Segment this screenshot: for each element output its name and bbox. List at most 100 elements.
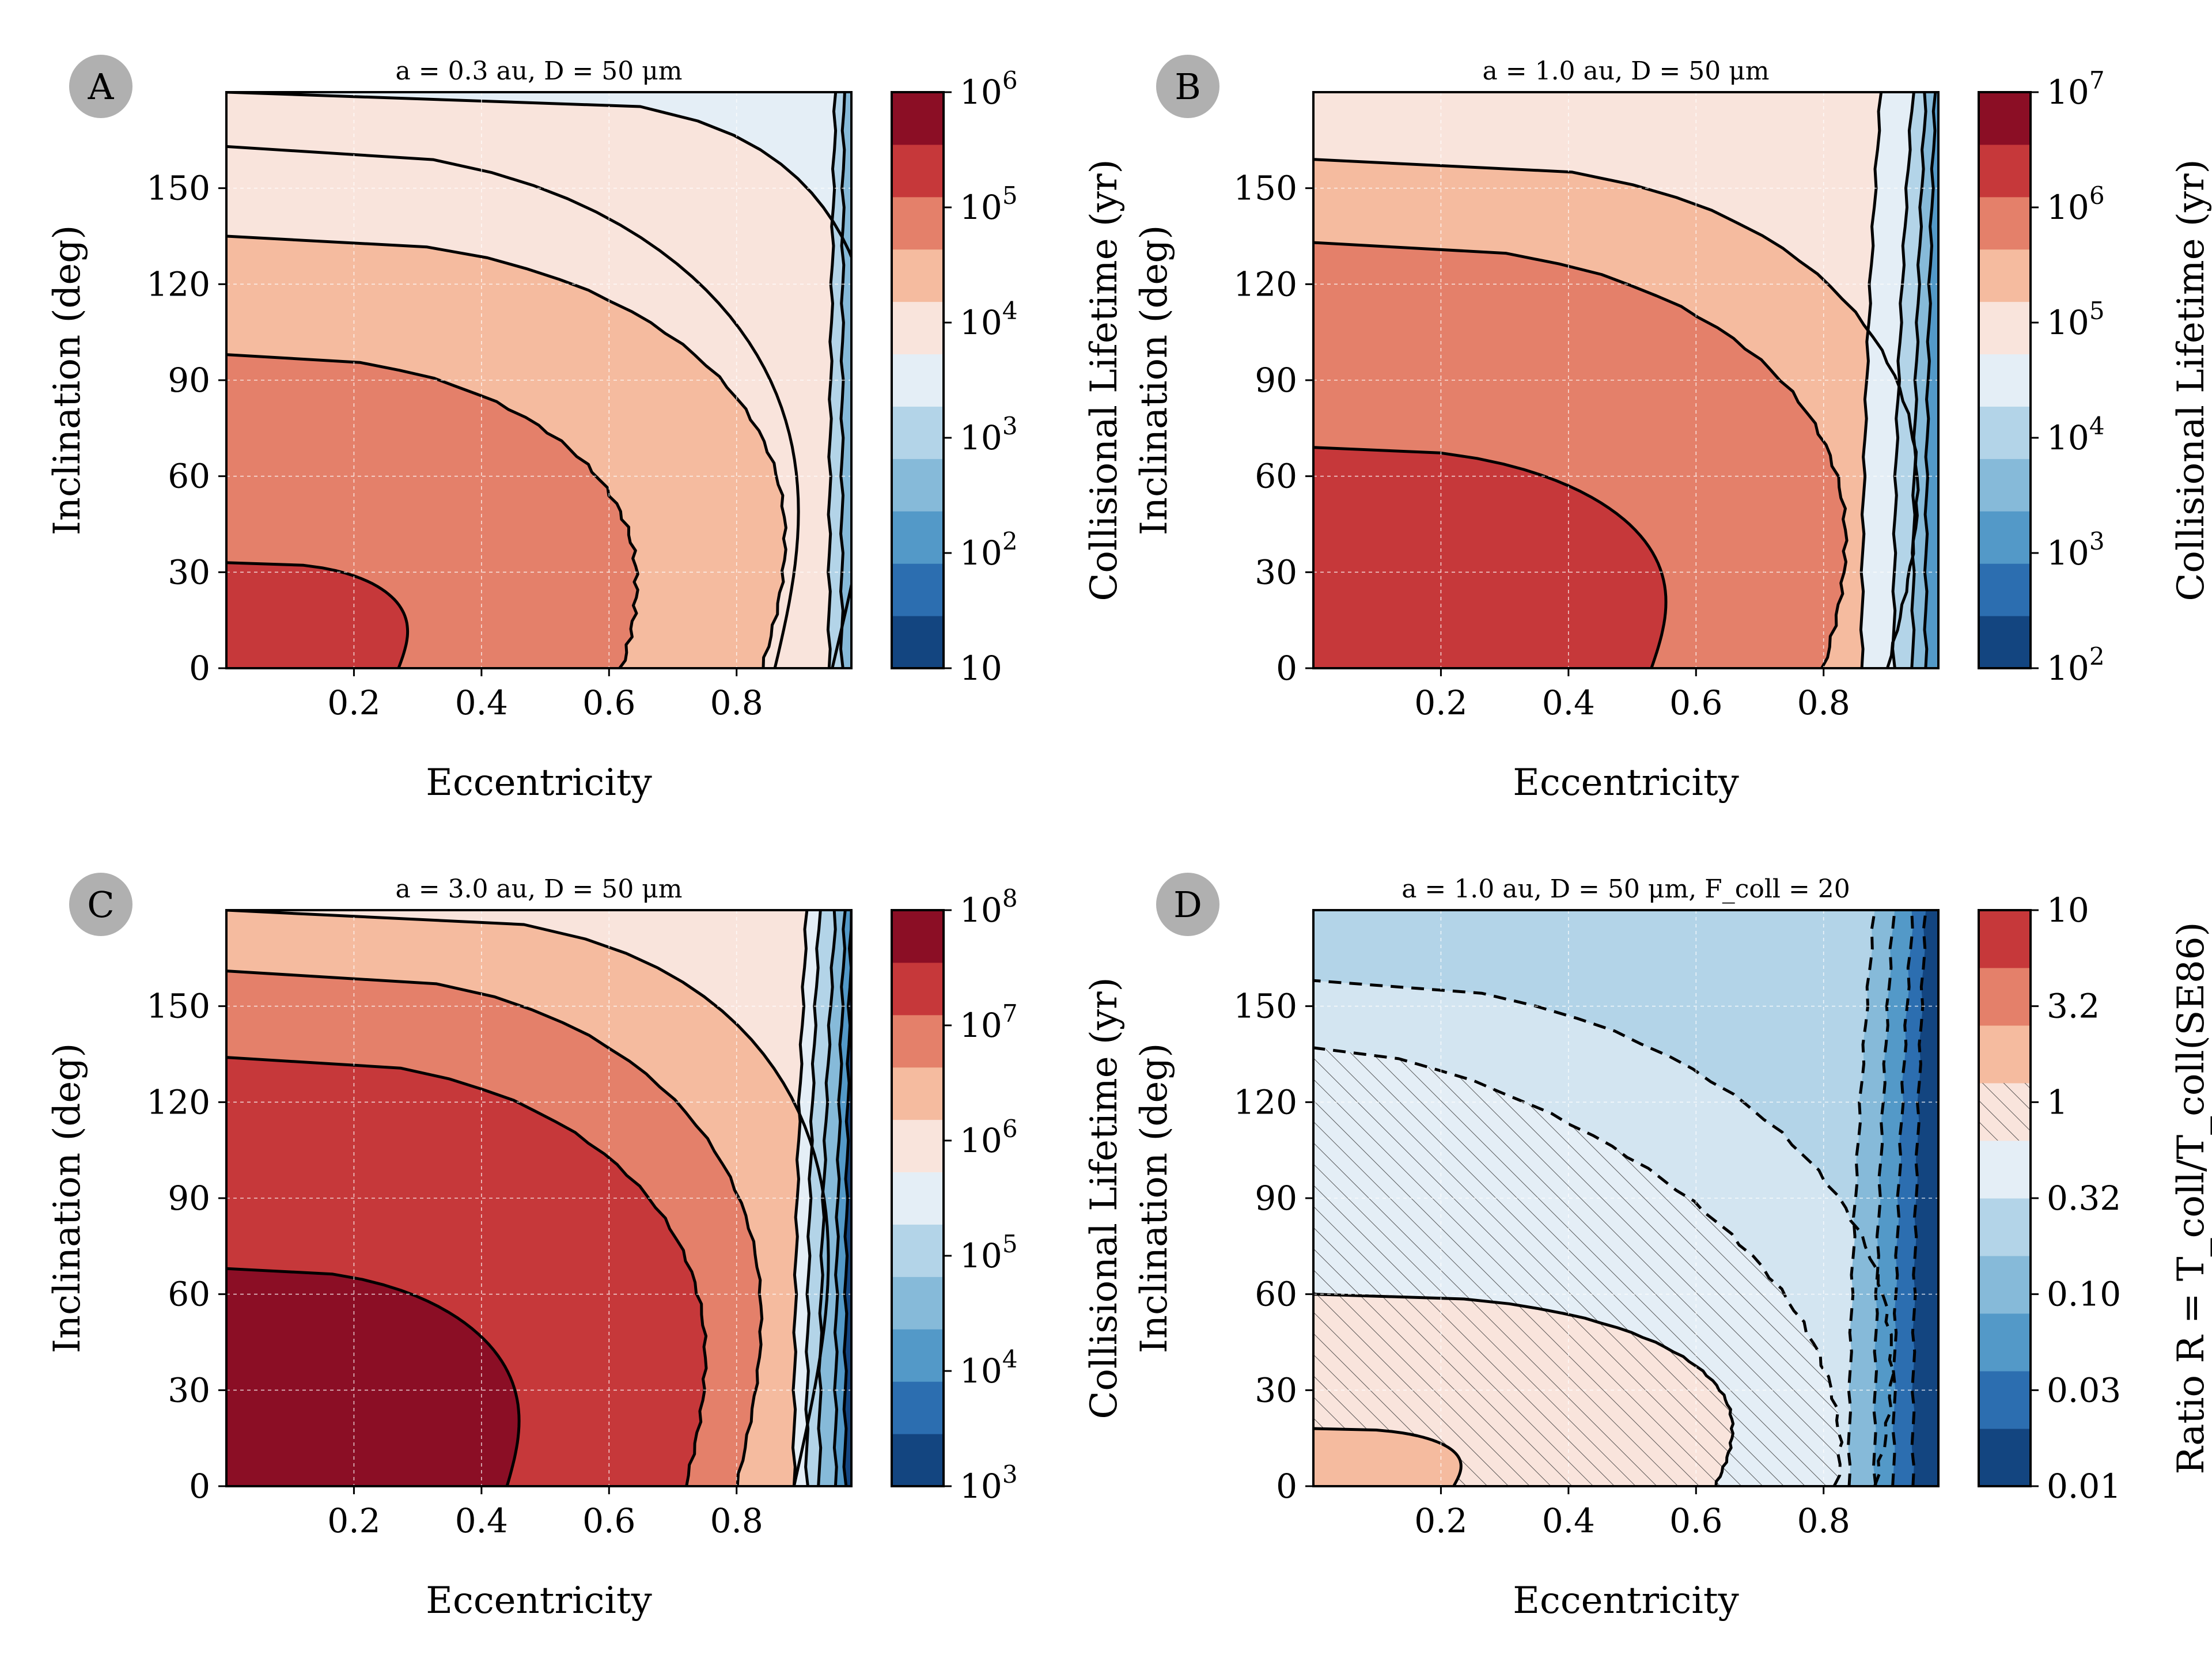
panel-letter: B: [1175, 66, 1201, 108]
x-tick-label: 0.6: [1669, 683, 1722, 722]
colorbar-tick-label: 10: [960, 649, 1002, 688]
contour-line: [1891, 910, 1914, 1486]
colorbar-segment: [892, 1067, 944, 1120]
y-tick-label: 90: [168, 1179, 210, 1218]
y-tick-label: 90: [1255, 1179, 1297, 1218]
colorbar-segment: [892, 459, 944, 512]
contour-line: [226, 561, 410, 668]
y-tick-label: 30: [168, 1370, 210, 1410]
colorbar-segment: [892, 249, 944, 302]
contour-line: [1872, 910, 1896, 1486]
y-tick-label: 60: [1255, 457, 1297, 496]
panel-letter: C: [87, 884, 114, 926]
colorbar-segment: [1979, 968, 2031, 1026]
colorbar-segment: [892, 1329, 944, 1382]
colorbar-tick-label: 106: [2047, 181, 2105, 227]
colorbar: 0.01 0.03 0.10 0.32 1 3.2 10 Ratio R = T_coll/T…: [1978, 891, 2212, 1506]
colorbar-segment: [1979, 1371, 2031, 1429]
y-tick-label: 120: [1233, 1082, 1297, 1122]
x-tick-label: 0.6: [582, 1501, 635, 1540]
contour-plot-area: [226, 92, 851, 668]
colorbar-segment: [892, 301, 944, 355]
x-tick-label: 0.8: [710, 683, 763, 722]
colorbar-segment: [1979, 1313, 2031, 1372]
x-axis-label: Eccentricity: [426, 1580, 652, 1622]
colorbar-tick-label: 103: [960, 412, 1018, 457]
contour-line: [1313, 979, 1896, 1486]
y-tick-label: 30: [1255, 552, 1297, 592]
colorbar-segment: [1979, 1256, 2031, 1314]
contour-line: [842, 910, 851, 1486]
colorbar-label: Ratio R = T_coll/T_coll(SE86): [2170, 922, 2212, 1475]
colorbar-tick-label: 0.01: [2047, 1467, 2121, 1506]
y-tick-label: 0: [189, 649, 210, 688]
x-tick-label: 0.2: [1414, 683, 1467, 722]
y-tick-label: 120: [146, 1082, 210, 1122]
colorbar-segment: [892, 196, 944, 250]
contour-line: [1313, 1427, 1463, 1486]
panel-letter-badge: [69, 873, 132, 936]
y-tick-label: 30: [1255, 1370, 1297, 1410]
x-tick-label: 0.2: [327, 683, 380, 722]
contour-region: [1313, 447, 1666, 668]
colorbar-segment: [1979, 196, 2031, 250]
x-tick-label: 0.2: [327, 1501, 380, 1540]
colorbar-frame: [1978, 91, 2032, 669]
panel-letter-badge: [1156, 55, 1219, 118]
x-axis-label: Eccentricity: [1513, 1580, 1738, 1622]
colorbar-label: Collisional Lifetime (yr): [1083, 159, 1126, 601]
y-tick-label: 30: [168, 552, 210, 592]
panel-letter-badge: [1156, 873, 1219, 936]
y-tick-label: 120: [146, 264, 210, 304]
colorbar-tick-label: 104: [2047, 412, 2105, 457]
colorbar-tick-label: 0.03: [2047, 1370, 2121, 1410]
colorbar-tick-label: 107: [960, 999, 1018, 1045]
colorbar-hatch: [1979, 1083, 2031, 1141]
y-tick-label: 60: [1255, 1275, 1297, 1314]
colorbar-segment: [1979, 92, 2031, 145]
colorbar-segment: [892, 563, 944, 616]
x-tick-label: 0.4: [455, 1501, 508, 1540]
colorbar-segment: [1979, 249, 2031, 302]
colorbar-tick-label: 104: [960, 297, 1018, 342]
colorbar-tick-label: 103: [2047, 527, 2105, 573]
contour-line: [226, 234, 787, 668]
panel-title: a = 3.0 au, D = 50 μm: [396, 874, 683, 904]
colorbar-segment: [1979, 354, 2031, 407]
colorbar-label: Collisional Lifetime (yr): [2170, 159, 2212, 601]
contour-region: [226, 562, 408, 668]
y-tick-label: 90: [1255, 361, 1297, 400]
colorbar-segment: [892, 92, 944, 145]
x-tick-label: 0.4: [1542, 683, 1595, 722]
panel-d: 0.2 0.4 0.6 0.8 0 30 60 90 120 150 Eccentricity Inc…: [1133, 873, 2212, 1622]
colorbar-tick-label: 105: [960, 181, 1018, 227]
panel-c: 0.2 0.4 0.6 0.8 0 30 60 90 120 150 Eccentricity Inc…: [46, 873, 1126, 1622]
colorbar: 10 102 103 104 105 106 Collisional Lifetime (y…: [891, 66, 1126, 688]
x-axis-label: Eccentricity: [426, 762, 652, 804]
x-tick-label: 0.8: [710, 1501, 763, 1540]
colorbar-segment: [1979, 1025, 2031, 1084]
y-tick-label: 90: [168, 361, 210, 400]
colorbar-segment: [892, 1434, 944, 1487]
colorbar-frame: [891, 91, 945, 669]
colorbar-segment: [892, 354, 944, 407]
colorbar-tick-label: 10: [2047, 891, 2089, 930]
contour-line: [226, 1267, 521, 1486]
y-tick-label: 0: [1276, 1467, 1297, 1506]
panel-letter: D: [1173, 884, 1202, 926]
contour-line: [1313, 446, 1668, 668]
contour-plot-area: [1313, 910, 1938, 1486]
panel-title: a = 0.3 au, D = 50 μm: [396, 56, 683, 86]
y-tick-label: 150: [146, 169, 210, 208]
colorbar-segment: [1979, 459, 2031, 512]
colorbar-tick-label: 1: [2047, 1082, 2068, 1122]
x-tick-label: 0.6: [1669, 1501, 1722, 1540]
colorbar-tick-label: 103: [960, 1460, 1018, 1506]
y-tick-label: 0: [1276, 649, 1297, 688]
colorbar-segment: [892, 962, 944, 1016]
colorbar-segment: [1979, 301, 2031, 355]
colorbar-tick-label: 105: [960, 1230, 1018, 1275]
colorbar-segment: [1979, 1141, 2031, 1199]
y-axis-label: Inclination (deg): [46, 225, 89, 536]
colorbar-segment: [1979, 406, 2031, 459]
